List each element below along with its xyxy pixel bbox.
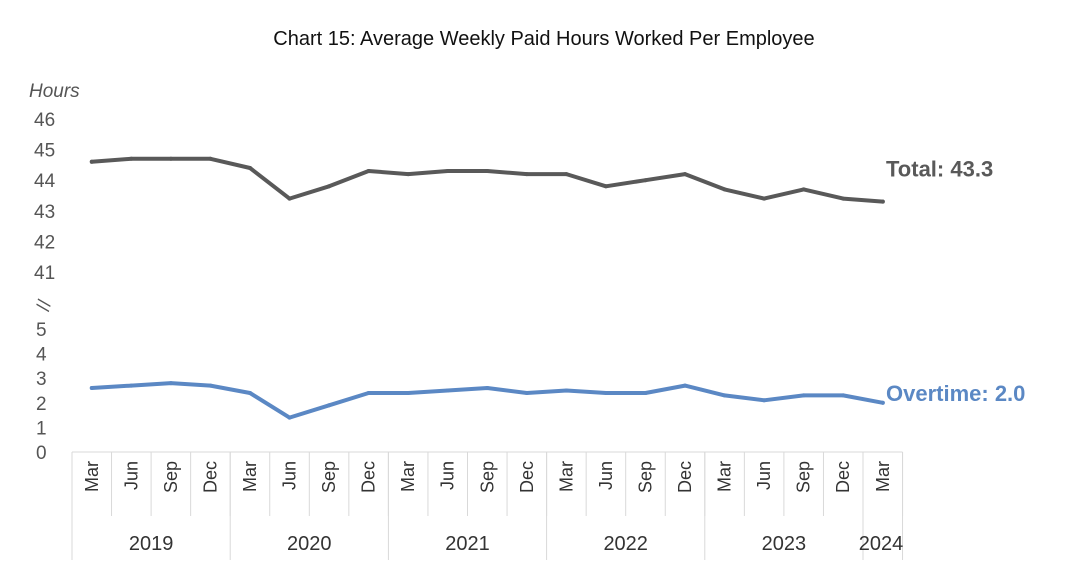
overtime-data-point <box>327 403 332 408</box>
x-tick-label: Mar <box>398 461 418 492</box>
x-tick-label: Sep <box>636 461 656 493</box>
y-tick-label: 45 <box>34 141 55 162</box>
x-tick-label: Dec <box>675 461 695 493</box>
x-axis: Mar Jun Sep Dec Mar Jun Sep Dec Mar Jun Sep Dec Mar J… <box>71 451 904 560</box>
overtime-data-point <box>287 415 292 420</box>
y-axis-unit-label: Hours <box>29 81 80 102</box>
axis-break-symbol: // <box>33 297 56 313</box>
overtime-data-point <box>129 383 134 388</box>
series-layer <box>89 156 885 420</box>
total-data-point <box>89 159 94 164</box>
x-tick-label: Jun <box>596 461 616 490</box>
y-tick-label: 2 <box>36 394 47 415</box>
y-tick-label: 4 <box>36 345 47 366</box>
overtime-data-point <box>762 398 767 403</box>
total-data-point <box>524 172 529 177</box>
total-end-label: Total: 43.3 <box>886 157 993 182</box>
total-data-point <box>564 172 569 177</box>
y-tick-label: 5 <box>36 320 47 341</box>
overtime-data-point <box>683 383 687 388</box>
total-series-line <box>89 156 885 204</box>
total-data-point <box>129 156 134 161</box>
x-tick-label: Mar <box>556 461 576 492</box>
total-data-point <box>406 172 411 177</box>
total-data-point <box>683 172 687 177</box>
y-tick-label: 42 <box>34 232 55 253</box>
total-data-point <box>722 187 727 192</box>
total-data-point <box>287 196 292 201</box>
x-tick-label: Jun <box>754 461 774 490</box>
overtime-data-point <box>168 381 173 386</box>
y-tick-label: 43 <box>34 202 55 223</box>
total-data-point <box>643 178 648 183</box>
year-label: 2024 <box>859 533 904 555</box>
overtime-end-label: Overtime: 2.0 <box>886 381 1025 406</box>
overtime-data-point <box>208 383 213 388</box>
x-tick-label: Sep <box>161 461 181 493</box>
total-data-point <box>603 184 608 189</box>
x-tick-label: Jun <box>280 461 300 490</box>
overtime-data-point <box>445 388 450 393</box>
year-label: 2020 <box>287 533 332 555</box>
overtime-data-point <box>880 400 885 405</box>
x-tick-label: Mar <box>873 461 893 492</box>
x-tick-label: Mar <box>715 461 735 492</box>
overtime-data-point <box>722 393 727 398</box>
overtime-data-point <box>643 391 648 395</box>
y-tick-label: 44 <box>34 171 56 192</box>
overtime-data-point <box>485 386 490 390</box>
overtime-data-point <box>524 391 529 395</box>
y-tick-label: 41 <box>34 263 55 284</box>
y-tick-label: 1 <box>36 418 47 439</box>
chart-title: Chart 15: Average Weekly Paid Hours Work… <box>273 28 815 50</box>
x-tick-label: Sep <box>794 461 814 493</box>
year-label: 2019 <box>129 533 174 555</box>
total-data-point <box>248 166 252 170</box>
y-tick-label: 0 <box>36 443 47 464</box>
overtime-data-point <box>801 393 806 398</box>
overtime-data-point <box>248 391 252 395</box>
year-label: 2023 <box>762 533 807 555</box>
total-data-point <box>327 184 332 189</box>
year-label: 2022 <box>603 533 648 555</box>
x-tick-label: Mar <box>240 461 260 492</box>
overtime-data-point <box>406 391 411 395</box>
x-tick-label: Jun <box>438 461 458 490</box>
overtime-data-point <box>841 393 846 398</box>
year-label: 2021 <box>445 533 490 555</box>
overtime-data-point <box>603 391 608 395</box>
x-tick-label: Dec <box>517 461 537 493</box>
total-data-point <box>366 169 371 173</box>
total-data-point <box>208 156 213 161</box>
y-tick-label: 46 <box>34 110 55 131</box>
x-tick-label: Sep <box>319 461 339 493</box>
total-data-point <box>445 169 450 173</box>
end-labels: Total: 43.3 Overtime: 2.0 <box>886 157 1025 406</box>
x-tick-label: Dec <box>359 461 379 493</box>
x-tick-label: Dec <box>200 461 220 493</box>
total-data-point <box>762 196 767 201</box>
x-tick-label: Mar <box>82 461 102 492</box>
total-data-point <box>880 199 885 204</box>
x-tick-label: Jun <box>121 461 141 490</box>
total-data-point <box>485 169 490 173</box>
x-tick-label: Sep <box>477 461 497 493</box>
total-data-point <box>801 187 806 192</box>
x-tick-label: Dec <box>833 461 853 493</box>
overtime-data-point <box>89 386 94 390</box>
total-data-point <box>168 156 173 161</box>
overtime-data-point <box>564 388 569 393</box>
overtime-data-point <box>366 391 371 395</box>
total-data-point <box>841 196 846 201</box>
y-tick-label: 3 <box>36 369 47 390</box>
